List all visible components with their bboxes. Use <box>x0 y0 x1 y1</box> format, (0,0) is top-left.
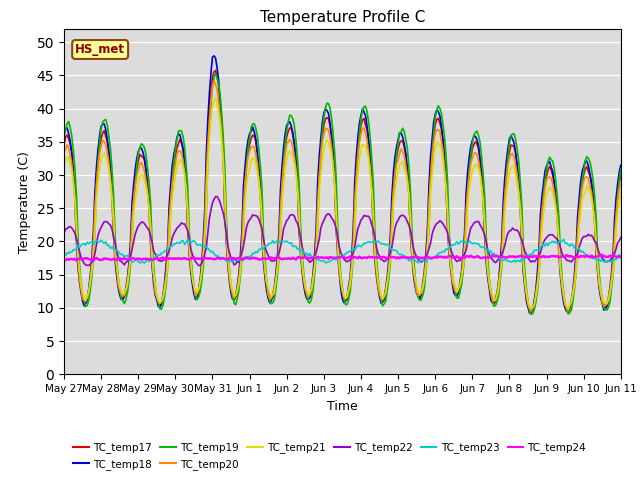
TC_temp22 <box>76 249 83 254</box>
TC_temp23 <box>141 260 148 266</box>
TC_temp18 <box>527 310 535 316</box>
TC_temp17 <box>552 193 559 199</box>
Line: TC_temp22: TC_temp22 <box>64 197 621 265</box>
TC_temp22 <box>399 213 406 218</box>
TC_temp17 <box>397 138 405 144</box>
TC_temp23 <box>550 240 558 246</box>
TC_temp18 <box>76 279 83 285</box>
TC_temp23 <box>560 236 568 242</box>
TC_temp24 <box>408 254 416 260</box>
TC_temp20 <box>60 149 68 155</box>
TC_temp24 <box>377 254 385 260</box>
TC_temp24 <box>60 258 68 264</box>
TC_temp20 <box>164 252 172 258</box>
Legend: TC_temp17, TC_temp18, TC_temp19, TC_temp20, TC_temp21, TC_temp22, TC_temp23, TC_: TC_temp17, TC_temp18, TC_temp19, TC_temp… <box>69 438 591 474</box>
TC_temp23 <box>76 245 83 251</box>
TC_temp18 <box>410 273 417 279</box>
TC_temp19 <box>527 312 535 317</box>
Line: TC_temp20: TC_temp20 <box>64 81 621 311</box>
TC_temp21 <box>164 264 172 270</box>
TC_temp24 <box>549 253 557 259</box>
TC_temp24 <box>617 253 625 259</box>
TC_temp19 <box>397 129 405 135</box>
X-axis label: Time: Time <box>327 400 358 413</box>
TC_temp22 <box>164 252 172 258</box>
TC_temp19 <box>212 70 220 76</box>
TC_temp24 <box>396 255 403 261</box>
TC_temp19 <box>76 261 83 267</box>
Line: TC_temp17: TC_temp17 <box>64 71 621 312</box>
TC_temp21 <box>60 165 68 170</box>
Title: Temperature Profile C: Temperature Profile C <box>260 10 425 25</box>
TC_temp24 <box>598 252 606 258</box>
TC_temp21 <box>397 161 405 167</box>
Y-axis label: Temperature (C): Temperature (C) <box>18 151 31 252</box>
TC_temp19 <box>410 254 417 260</box>
TC_temp20 <box>552 202 559 208</box>
TC_temp19 <box>164 265 172 271</box>
TC_temp19 <box>60 134 68 140</box>
TC_temp20 <box>76 276 83 282</box>
TC_temp22 <box>380 259 388 264</box>
TC_temp21 <box>550 197 558 203</box>
TC_temp17 <box>164 256 172 262</box>
TC_temp24 <box>164 256 172 262</box>
TC_temp18 <box>60 130 68 136</box>
TC_temp22 <box>60 230 68 236</box>
TC_temp18 <box>617 162 625 168</box>
TC_temp21 <box>410 264 417 269</box>
TC_temp17 <box>76 271 83 276</box>
TC_temp20 <box>397 146 405 152</box>
TC_temp19 <box>552 179 559 184</box>
TC_temp23 <box>410 256 417 262</box>
TC_temp22 <box>196 263 204 268</box>
TC_temp18 <box>552 196 559 202</box>
TC_temp22 <box>412 251 419 256</box>
TC_temp20 <box>617 178 625 184</box>
TC_temp24 <box>76 256 83 262</box>
TC_temp23 <box>379 241 387 247</box>
TC_temp20 <box>379 297 387 303</box>
TC_temp21 <box>617 190 625 196</box>
TC_temp17 <box>379 299 387 304</box>
TC_temp17 <box>60 143 68 148</box>
Line: TC_temp21: TC_temp21 <box>64 98 621 309</box>
TC_temp22 <box>212 194 220 200</box>
TC_temp18 <box>210 53 218 59</box>
TC_temp22 <box>552 235 559 241</box>
TC_temp22 <box>617 235 625 240</box>
TC_temp21 <box>564 306 572 312</box>
TC_temp23 <box>165 245 173 251</box>
Line: TC_temp24: TC_temp24 <box>64 255 621 261</box>
TC_temp20 <box>527 308 535 314</box>
Text: HS_met: HS_met <box>75 43 125 56</box>
TC_temp21 <box>379 295 387 301</box>
Line: TC_temp23: TC_temp23 <box>64 239 621 263</box>
TC_temp17 <box>617 172 625 178</box>
TC_temp17 <box>410 264 417 270</box>
TC_temp20 <box>410 269 417 275</box>
Line: TC_temp19: TC_temp19 <box>64 73 621 314</box>
TC_temp20 <box>210 78 218 84</box>
TC_temp23 <box>397 252 405 257</box>
TC_temp18 <box>164 243 172 249</box>
Line: TC_temp18: TC_temp18 <box>64 56 621 313</box>
TC_temp21 <box>76 266 83 272</box>
TC_temp23 <box>60 252 68 258</box>
TC_temp18 <box>379 299 387 305</box>
TC_temp19 <box>379 303 387 309</box>
TC_temp18 <box>397 131 405 136</box>
TC_temp23 <box>617 255 625 261</box>
TC_temp21 <box>212 95 220 101</box>
TC_temp17 <box>212 68 220 73</box>
TC_temp17 <box>527 310 535 315</box>
TC_temp19 <box>617 166 625 171</box>
